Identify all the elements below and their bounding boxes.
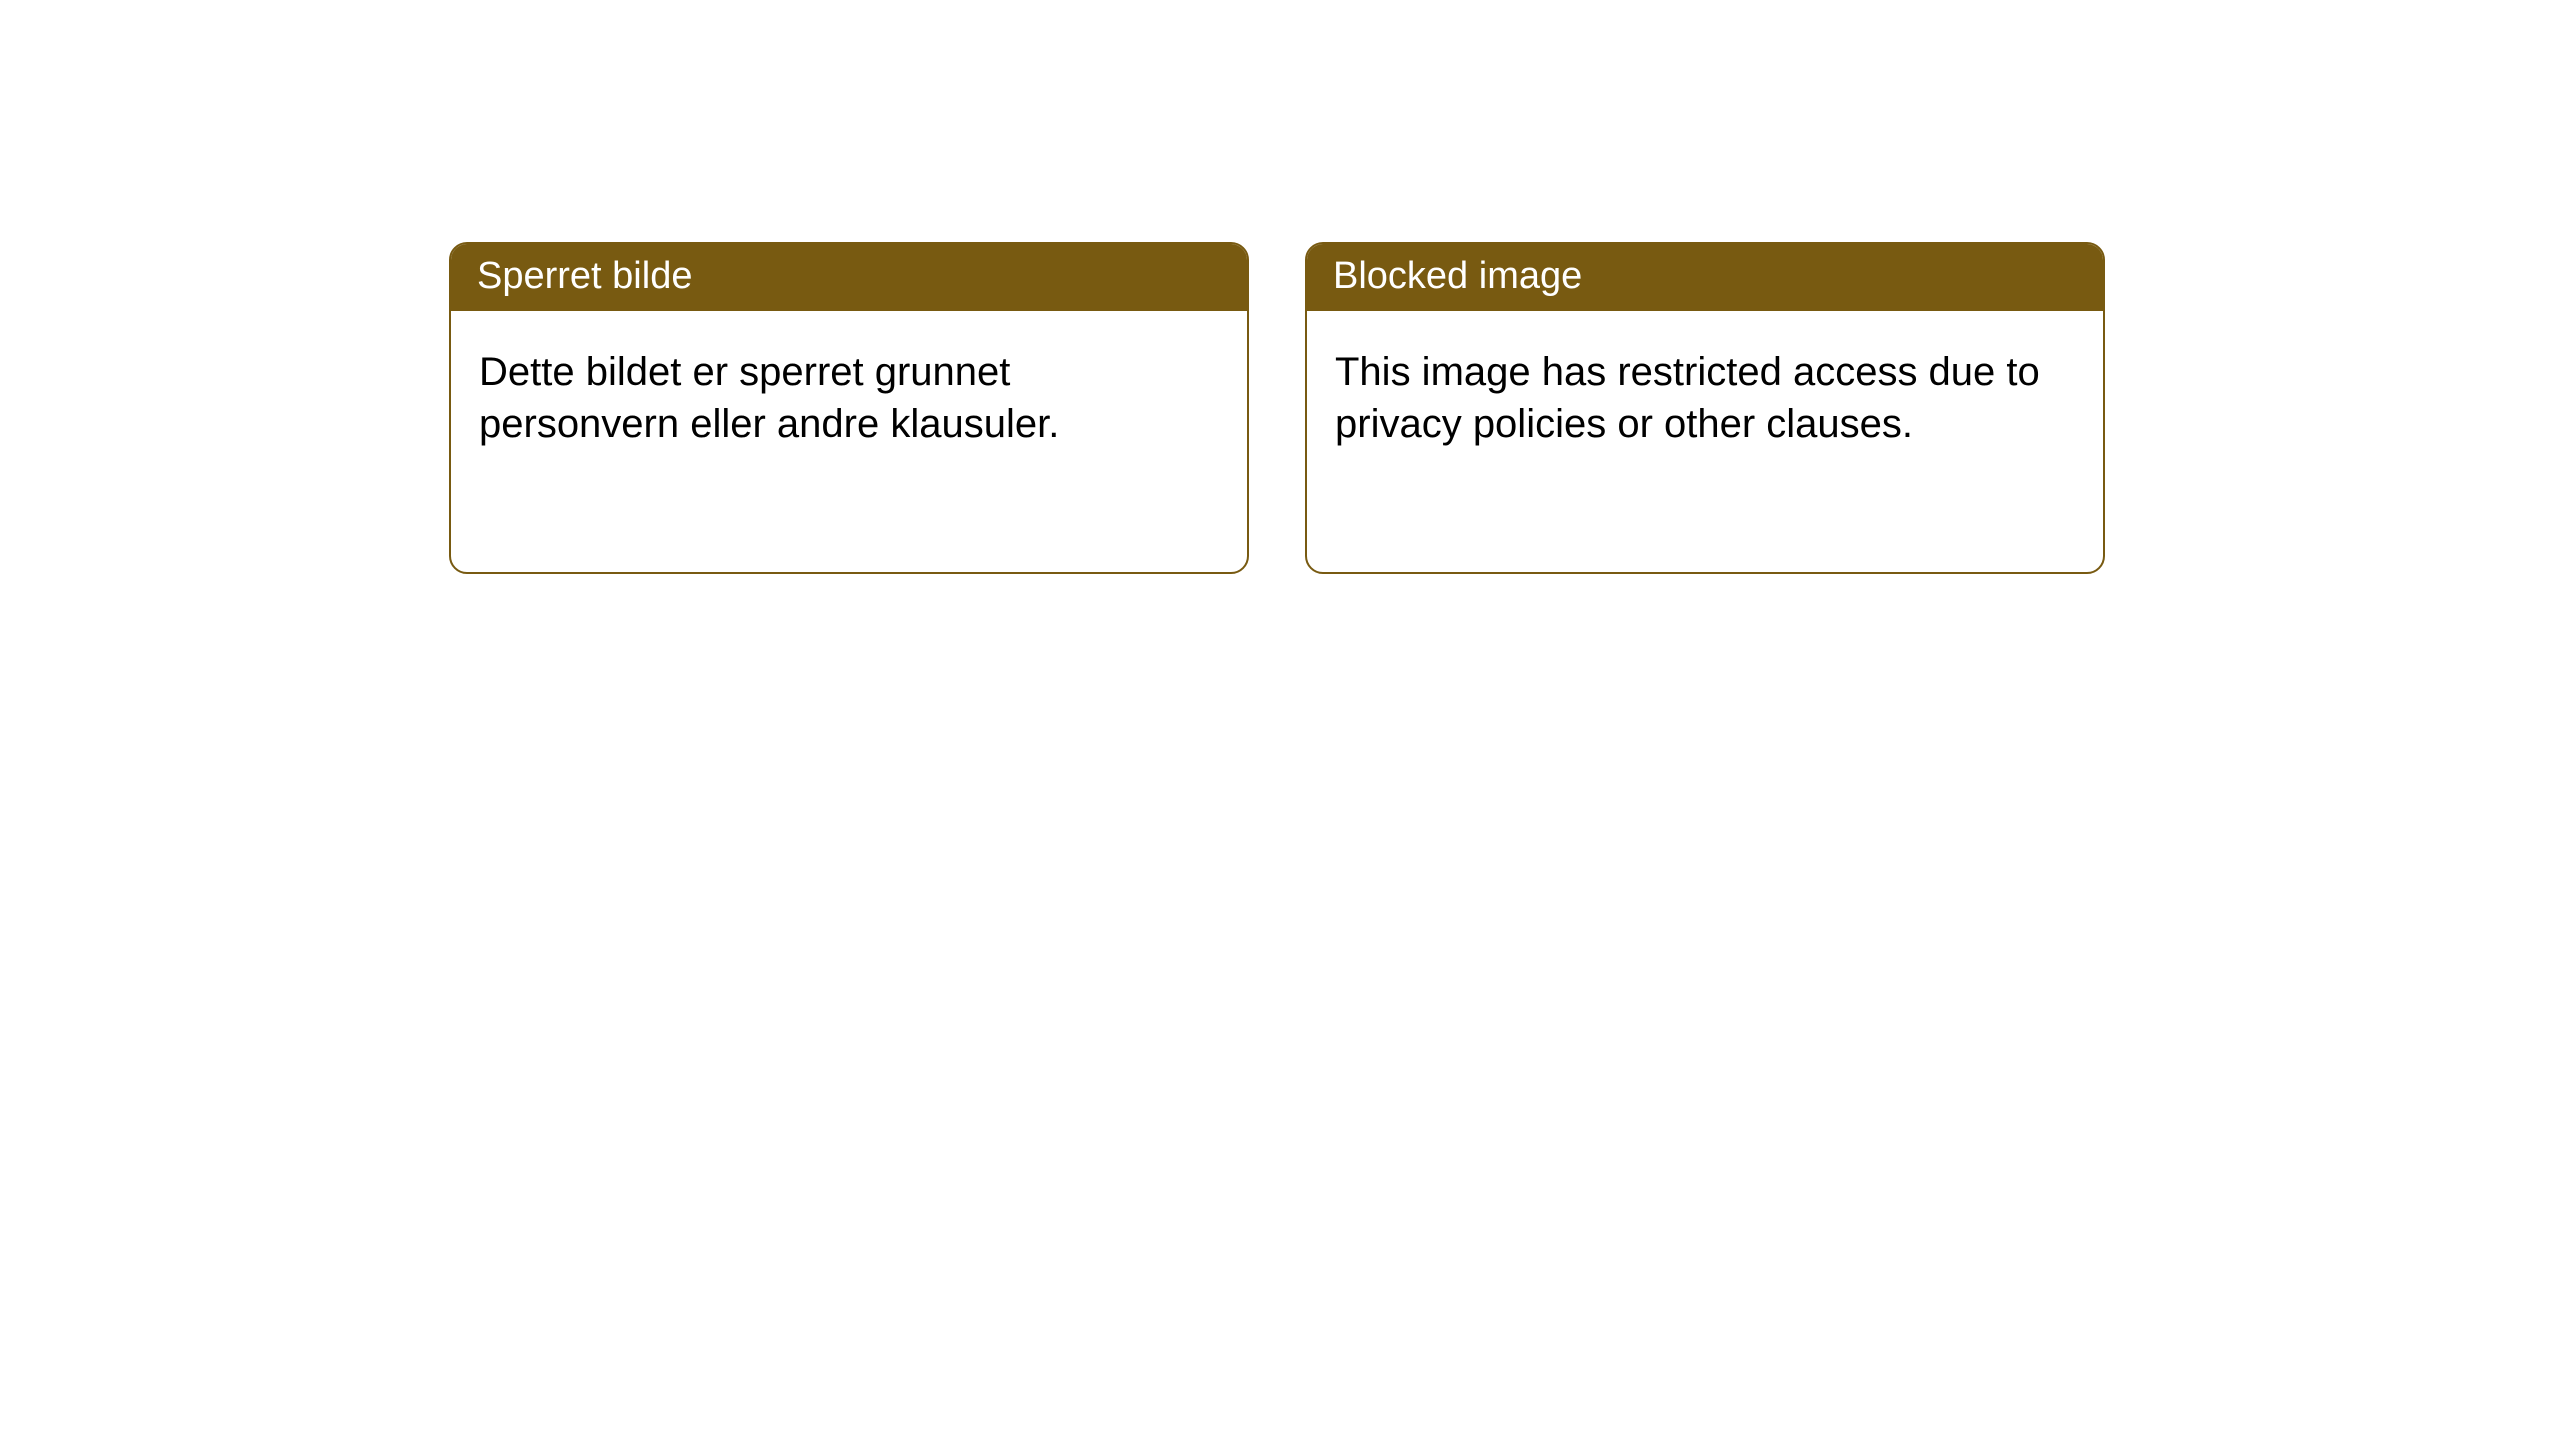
notice-container: Sperret bilde Dette bildet er sperret gr… — [0, 0, 2560, 574]
card-body-no: Dette bildet er sperret grunnet personve… — [451, 311, 1247, 477]
card-body-en: This image has restricted access due to … — [1307, 311, 2103, 477]
card-header-en: Blocked image — [1307, 244, 2103, 311]
card-header-no: Sperret bilde — [451, 244, 1247, 311]
blocked-image-card-no: Sperret bilde Dette bildet er sperret gr… — [449, 242, 1249, 574]
blocked-image-card-en: Blocked image This image has restricted … — [1305, 242, 2105, 574]
